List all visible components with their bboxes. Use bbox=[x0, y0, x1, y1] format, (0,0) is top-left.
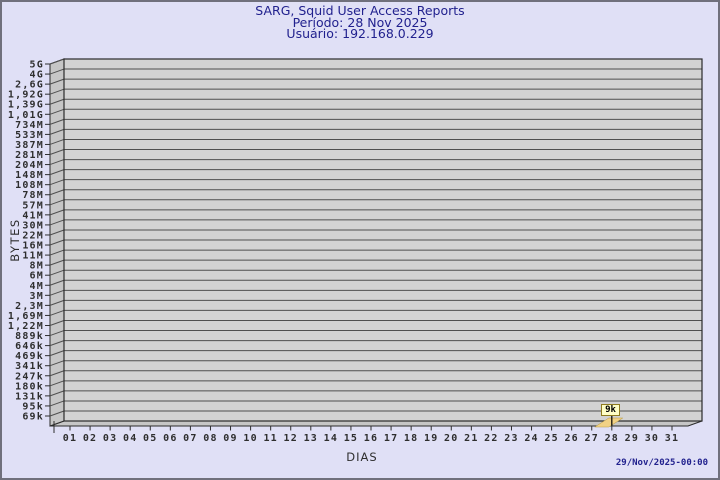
y-tick-label: 8M bbox=[30, 261, 44, 272]
x-tick-label: 30 bbox=[645, 433, 659, 444]
chart-period: Período: 28 Nov 2025 bbox=[292, 14, 428, 30]
x-tick-label: 18 bbox=[404, 433, 418, 444]
x-tick-label: 08 bbox=[203, 433, 217, 444]
x-tick-label: 05 bbox=[143, 433, 157, 444]
y-axis-title: BYTES bbox=[8, 218, 22, 262]
x-tick-label: 23 bbox=[504, 433, 518, 444]
y-tick-label: 57M bbox=[22, 200, 44, 211]
x-tick-label: 24 bbox=[524, 433, 538, 444]
x-tick-label: 09 bbox=[223, 433, 237, 444]
y-tick-label: 3M bbox=[30, 291, 44, 302]
x-tick-label: 13 bbox=[304, 433, 318, 444]
y-tick-label: 341k bbox=[15, 361, 44, 372]
y-tick-label: 95k bbox=[22, 401, 44, 412]
x-tick-label: 10 bbox=[243, 433, 257, 444]
y-tick-label: 2,3M bbox=[15, 301, 44, 312]
y-tick-label: 4M bbox=[30, 281, 44, 292]
y-tick-label: 131k bbox=[15, 391, 44, 402]
x-tick-label: 07 bbox=[183, 433, 197, 444]
y-tick-label: 281M bbox=[15, 150, 44, 161]
chart-user: Usuário: 192.168.0.229 bbox=[286, 26, 434, 41]
x-tick-label: 11 bbox=[263, 433, 277, 444]
y-tick-label: 204M bbox=[15, 160, 44, 171]
generation-timestamp: 29/Nov/2025-00:00 bbox=[615, 458, 708, 468]
x-tick-label: 03 bbox=[103, 433, 117, 444]
y-tick-label: 4G bbox=[30, 70, 44, 81]
x-tick-label: 04 bbox=[123, 433, 137, 444]
y-tick-label: 1,39G bbox=[8, 100, 44, 111]
y-tick-label: 108M bbox=[15, 180, 44, 191]
x-tick-label: 26 bbox=[564, 433, 578, 444]
x-axis-title: DIAS bbox=[346, 450, 378, 464]
y-tick-label: 41M bbox=[22, 210, 44, 221]
x-tick-label: 19 bbox=[424, 433, 438, 444]
y-tick-label: 148M bbox=[15, 170, 44, 181]
y-tick-label: 5G bbox=[30, 60, 44, 71]
y-tick-label: 78M bbox=[22, 190, 44, 201]
y-tick-label: 533M bbox=[15, 130, 44, 141]
y-tick-label: 247k bbox=[15, 371, 44, 382]
data-bar bbox=[593, 417, 624, 428]
y-tick-label: 1,92G bbox=[8, 90, 44, 101]
y-tick-label: 16M bbox=[22, 241, 44, 252]
y-tick-label: 1,01G bbox=[8, 110, 44, 121]
y-tick-label: 1,69M bbox=[8, 311, 44, 322]
x-tick-label: 01 bbox=[63, 433, 77, 444]
x-tick-label: 21 bbox=[464, 433, 478, 444]
y-tick-label: 22M bbox=[22, 230, 44, 241]
x-tick-label: 28 bbox=[605, 433, 619, 444]
y-tick-label: 646k bbox=[15, 341, 44, 352]
x-tick-label: 22 bbox=[484, 433, 498, 444]
y-tick-label: 180k bbox=[15, 381, 44, 392]
chart-title: SARG, Squid User Access Reports bbox=[255, 3, 465, 18]
y-tick-label: 1,22M bbox=[8, 321, 44, 332]
x-tick-label: 17 bbox=[384, 433, 398, 444]
x-tick-label: 27 bbox=[585, 433, 599, 444]
y-tick-label: 6M bbox=[30, 271, 44, 282]
x-tick-label: 29 bbox=[625, 433, 639, 444]
x-tick-label: 14 bbox=[324, 433, 338, 444]
y-tick-label: 30M bbox=[22, 220, 44, 231]
x-tick-label: 20 bbox=[444, 433, 458, 444]
y-tick-label: 387M bbox=[15, 140, 44, 151]
x-tick-label: 31 bbox=[665, 433, 679, 444]
x-tick-label: 02 bbox=[83, 433, 97, 444]
bar-value-label: 9k bbox=[601, 404, 620, 416]
x-tick-label: 25 bbox=[544, 433, 558, 444]
x-tick-label: 06 bbox=[163, 433, 177, 444]
y-tick-label: 11M bbox=[22, 251, 44, 262]
y-tick-label: 734M bbox=[15, 120, 44, 131]
y-tick-label: 469k bbox=[15, 351, 44, 362]
x-tick-label: 15 bbox=[344, 433, 358, 444]
y-tick-label: 69k bbox=[22, 412, 44, 423]
y-tick-label: 2,6G bbox=[15, 80, 44, 91]
x-tick-label: 12 bbox=[284, 433, 298, 444]
x-tick-label: 16 bbox=[364, 433, 378, 444]
y-tick-label: 889k bbox=[15, 331, 44, 342]
chart-header: SARG, Squid User Access Reports Período:… bbox=[2, 5, 718, 40]
